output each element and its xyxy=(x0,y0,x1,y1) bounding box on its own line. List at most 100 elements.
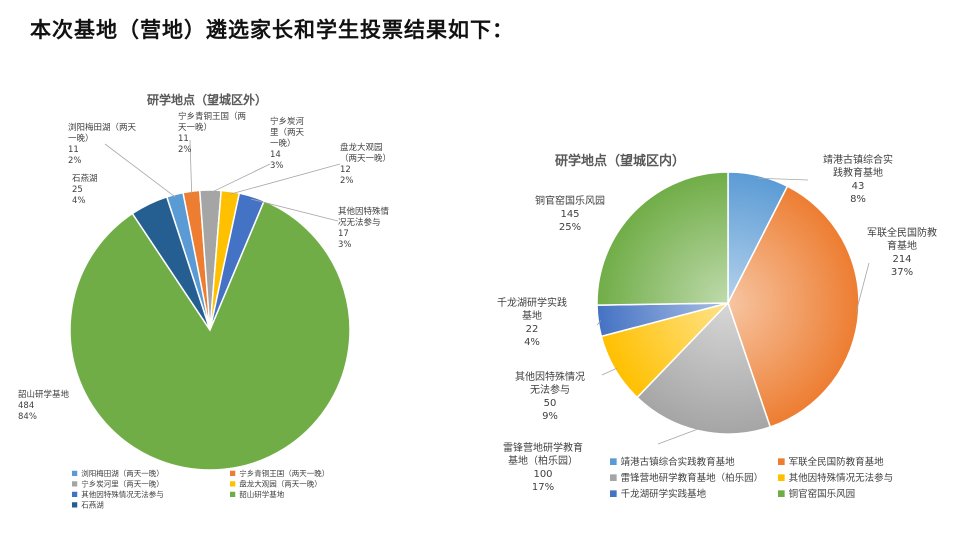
data-label-name: 基地 xyxy=(522,309,542,322)
data-label-name: 韶山研学基地 xyxy=(18,389,70,400)
data-label-value: 484 xyxy=(18,401,34,411)
data-label: 盘龙大观园（两天一晚）122% xyxy=(340,142,391,186)
data-label-name: 况无法参与 xyxy=(338,217,381,228)
data-label-percent: 4% xyxy=(72,196,86,206)
data-label: 铜官窑国乐风园 145 25% xyxy=(535,194,605,233)
data-label-name: 盘龙大观园 xyxy=(340,142,383,153)
data-label-value: 145 xyxy=(560,209,579,220)
data-label: 浏阳梅田湖（两天一晚）112% xyxy=(68,122,137,166)
data-label-percent: 2% xyxy=(340,176,354,186)
leader-line xyxy=(757,177,809,181)
pie-slice xyxy=(636,301,772,435)
page-title: 本次基地（营地）遴选家长和学生投票结果如下： xyxy=(30,18,514,42)
data-label: 雷锋营地研学教育基地（柏乐园） 100 17% xyxy=(503,441,583,493)
legend-item: 宁乡青铜王国（两天一晚） xyxy=(239,468,329,478)
data-label-value: 43 xyxy=(852,181,865,192)
pie-slice xyxy=(131,195,211,331)
pie-chart-outside-wangcheng: 研学地点（望城区外）浏阳梅田湖（两天一晚）112%宁乡青铜王国（两天一晚）112… xyxy=(18,92,391,510)
data-label: 宁乡炭河里（两天一晚）143% xyxy=(270,116,305,171)
legend-item: 军联全民国防教育基地 xyxy=(789,456,885,468)
leader-line xyxy=(601,367,618,376)
data-label-value: 22 xyxy=(526,324,539,335)
leader-line xyxy=(251,198,339,222)
data-label-value: 14 xyxy=(270,150,281,160)
legend-swatch xyxy=(72,502,78,508)
data-label-name: 践教育基地 xyxy=(833,166,883,179)
data-label-value: 50 xyxy=(544,398,557,409)
chart-title: 研学地点（望城区外） xyxy=(147,92,267,107)
data-label-name: 里（两天 xyxy=(270,127,305,138)
legend-swatch xyxy=(230,481,236,487)
data-label-name: （两天一晚） xyxy=(340,153,391,164)
pie-slice xyxy=(69,199,351,471)
data-label-percent: 9% xyxy=(542,411,558,422)
legend-swatch xyxy=(610,490,617,497)
data-label-value: 25 xyxy=(72,185,83,195)
legend-swatch xyxy=(778,474,785,481)
data-label-value: 17 xyxy=(338,229,349,239)
legend-swatch xyxy=(230,470,236,476)
leader-line xyxy=(855,262,870,313)
leader-line xyxy=(189,139,193,195)
data-label-name: 军联全民国防教 xyxy=(867,226,937,239)
chart-title: 研学地点（望城区内） xyxy=(555,153,685,169)
legend-item: 浏阳梅田湖（两天一晚） xyxy=(81,468,164,478)
data-label-name: 石燕湖 xyxy=(72,173,98,184)
data-label: 千龙湖研学实践基地 22 4% xyxy=(497,296,567,348)
data-label-name: 无法参与 xyxy=(530,383,570,396)
legend-item: 盘龙大观园（两天一晚） xyxy=(239,479,322,489)
data-label-percent: 2% xyxy=(68,156,82,166)
pie-slice xyxy=(727,185,860,428)
leader-line xyxy=(104,143,176,198)
legend-item: 宁乡炭河里（两天一晚） xyxy=(81,479,164,489)
data-label-value: 100 xyxy=(533,469,552,480)
data-label-name: 其他因特殊情 xyxy=(338,206,390,217)
data-label-percent: 25% xyxy=(559,222,581,233)
pie-chart-inside-wangcheng: 研学地点（望城区内） 靖港古镇综合实践教育基地 43 8% 军联全民国防教育基地 214 3… xyxy=(497,153,937,500)
legend-item: 石燕湖 xyxy=(81,500,104,510)
leader-line xyxy=(229,163,341,195)
data-label-value: 12 xyxy=(340,165,351,175)
legend-item: 千龙湖研学实践基地 xyxy=(621,488,707,500)
legend-item: 雷锋营地研学教育基地（柏乐园） xyxy=(621,472,764,484)
leader-line xyxy=(657,427,701,445)
data-label: 宁乡青铜王国（两天一晚）112% xyxy=(178,111,246,155)
data-label-value: 11 xyxy=(68,145,79,155)
data-label-percent: 17% xyxy=(532,482,554,493)
data-label-name: 一晚） xyxy=(270,138,296,149)
data-label-name: 其他因特殊情况 xyxy=(515,370,585,383)
data-label-name: 天一晚） xyxy=(178,122,212,133)
data-label-value: 11 xyxy=(178,134,189,144)
data-label-name: 一晚） xyxy=(68,133,94,144)
data-label-name: 浏阳梅田湖（两天 xyxy=(68,122,137,133)
data-label-name: 雷锋营地研学教育 xyxy=(503,441,583,454)
data-label-percent: 84% xyxy=(18,412,37,422)
data-label-name: 靖港古镇综合实 xyxy=(823,153,893,166)
data-label-percent: 4% xyxy=(524,337,540,348)
data-label-name: 千龙湖研学实践 xyxy=(497,296,567,309)
legend-swatch xyxy=(72,470,78,476)
data-label-percent: 37% xyxy=(891,267,913,278)
legend-swatch xyxy=(610,474,617,481)
legend-item: 铜官窑国乐风园 xyxy=(789,488,856,500)
legend-item: 韶山研学基地 xyxy=(239,489,284,499)
legend-item: 其他因特殊情况无法参与 xyxy=(81,489,164,499)
data-label-name: 育基地 xyxy=(887,239,917,252)
data-label-name: 宁乡青铜王国（两 xyxy=(178,111,246,122)
data-label: 靖港古镇综合实践教育基地 43 8% xyxy=(823,153,893,205)
data-label-percent: 2% xyxy=(178,145,192,155)
data-label: 其他因特殊情况无法参与 50 9% xyxy=(515,370,585,422)
legend-swatch xyxy=(72,491,78,497)
data-label-percent: 3% xyxy=(270,161,284,171)
legend-item: 靖港古镇综合实践教育基地 xyxy=(621,456,736,468)
pie-slice xyxy=(596,171,729,306)
data-label-value: 214 xyxy=(892,254,911,265)
leader-line xyxy=(596,320,602,326)
data-label-name: 宁乡炭河 xyxy=(270,116,305,127)
legend-swatch xyxy=(72,481,78,487)
legend-swatch xyxy=(778,490,785,497)
data-label-name: 铜官窑国乐风园 xyxy=(535,194,605,207)
